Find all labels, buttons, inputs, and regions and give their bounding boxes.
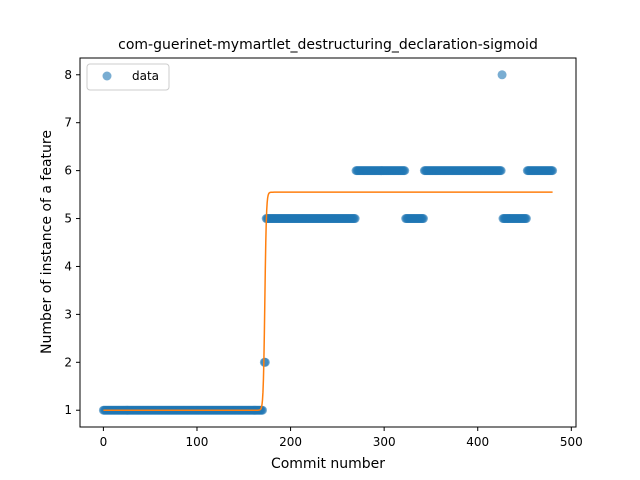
x-tick-label: 500 [560, 435, 583, 449]
plot-frame [79, 57, 577, 428]
y-tick-label: 7 [64, 116, 72, 130]
plot-area [98, 70, 558, 415]
x-axis-label: Commit number [271, 456, 385, 472]
y-tick-label: 4 [64, 259, 72, 273]
data-point [496, 166, 506, 176]
y-axis-label: Number of instance of a feature [39, 130, 55, 354]
data-point [521, 214, 531, 224]
data-point [548, 166, 558, 176]
y-tick-label: 1 [64, 403, 72, 417]
x-tick-label: 200 [279, 435, 302, 449]
legend-marker-data [102, 71, 112, 81]
y-tick-label: 8 [64, 68, 72, 82]
chart-title: com-guerinet-mymartlet_destructuring_dec… [118, 37, 538, 53]
x-tick-label: 0 [100, 435, 108, 449]
x-tick-label: 100 [186, 435, 209, 449]
data-point [257, 405, 267, 415]
fit-layer [103, 191, 553, 411]
data-point [400, 166, 410, 176]
data-point [260, 357, 270, 367]
y-tick-label: 2 [64, 355, 72, 369]
x-tick-label: 400 [466, 435, 489, 449]
x-tick-label: 300 [373, 435, 396, 449]
x-axis: 0 100 200 300 400 500 [100, 427, 583, 449]
y-tick-label: 3 [64, 307, 72, 321]
y-axis: 1 2 3 4 5 6 7 8 [64, 68, 80, 417]
sigmoid-fit-line [103, 191, 553, 411]
y-tick-label: 5 [64, 212, 72, 226]
data-point [418, 214, 428, 224]
legend: data [86, 63, 170, 91]
data-point [350, 214, 360, 224]
legend-box [86, 63, 170, 91]
legend-label-data: data [132, 69, 159, 83]
y-tick-label: 6 [64, 164, 72, 178]
data-point [497, 70, 507, 80]
